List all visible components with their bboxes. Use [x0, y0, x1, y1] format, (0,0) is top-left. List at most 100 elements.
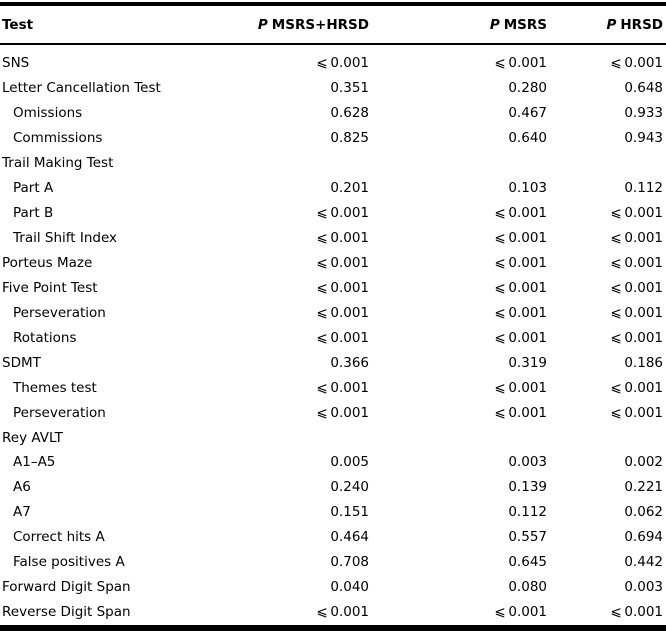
column-header-p-hrsd: P HRSD — [550, 4, 666, 45]
row-label: Letter Cancellation Test — [2, 80, 161, 97]
p-value-cell: 0.112 — [508, 504, 547, 521]
p-value-cell — [222, 151, 372, 176]
p-value-cell: ⩽ 0.001 — [610, 230, 663, 247]
p-value-cell: 0.005 — [330, 454, 369, 471]
p-value-cell: 0.628 — [330, 105, 369, 122]
p-value-cell: 0.040 — [330, 579, 369, 596]
p-italic-label: P — [489, 16, 500, 33]
p-value-cell: ⩽ 0.001 — [316, 604, 369, 621]
table-row: Letter Cancellation Test 0.351 0.280 0.648 — [0, 76, 666, 101]
p-value-cell — [550, 151, 666, 176]
p-value-cell: ⩽ 0.001 — [494, 404, 547, 421]
table-row: Rey AVLT — [0, 425, 666, 450]
p-value-cell: 0.467 — [508, 105, 547, 122]
p-value-cell: 0.943 — [624, 130, 663, 147]
p-value-cell: 0.139 — [508, 479, 547, 496]
row-label: SNS — [2, 55, 30, 72]
row-label: Porteus Maze — [2, 254, 93, 271]
p-value-cell: 0.351 — [330, 80, 369, 97]
row-label: Rey AVLT — [2, 429, 63, 446]
p-value-cell: 0.186 — [624, 354, 663, 371]
p-value-cell: ⩽ 0.001 — [610, 304, 663, 321]
p-value-cell: 0.640 — [508, 130, 547, 147]
p-value-cell: ⩽ 0.001 — [494, 304, 547, 321]
table-row: Perseveration ⩽ 0.001 ⩽ 0.001 ⩽ 0.001 — [0, 300, 666, 325]
p-value-cell — [550, 425, 666, 450]
p-value-cell: ⩽ 0.001 — [494, 254, 547, 271]
table-row: Commissions 0.825 0.640 0.943 — [0, 126, 666, 151]
row-label: Commissions — [13, 130, 103, 147]
column-header-label: HRSD — [620, 16, 663, 33]
p-value-cell: 0.708 — [330, 554, 369, 571]
table-row: Five Point Test ⩽ 0.001 ⩽ 0.001 ⩽ 0.001 — [0, 275, 666, 300]
row-label: Part A — [13, 180, 54, 197]
p-value-cell: ⩽ 0.001 — [610, 55, 663, 72]
p-value-cell — [222, 425, 372, 450]
p-value-cell: 0.366 — [330, 354, 369, 371]
p-value-cell: ⩽ 0.001 — [316, 329, 369, 346]
p-value-cell: 0.062 — [624, 504, 663, 521]
p-value-cell: ⩽ 0.001 — [494, 205, 547, 222]
column-header-p-msrs: P MSRS — [372, 4, 550, 45]
table-row: Forward Digit Span 0.040 0.080 0.003 — [0, 575, 666, 600]
row-label: Trail Making Test — [2, 155, 114, 172]
p-value-cell: ⩽ 0.001 — [316, 55, 369, 72]
p-value-cell — [372, 151, 550, 176]
p-value-cell: 0.103 — [508, 180, 547, 197]
p-value-cell: 0.648 — [624, 80, 663, 97]
row-label: A6 — [13, 479, 31, 496]
p-value-cell: ⩽ 0.001 — [610, 254, 663, 271]
p-value-cell: ⩽ 0.001 — [610, 329, 663, 346]
row-label: Themes test — [13, 379, 97, 396]
table-row: Porteus Maze ⩽ 0.001 ⩽ 0.001 ⩽ 0.001 — [0, 251, 666, 276]
p-value-cell: ⩽ 0.001 — [494, 279, 547, 296]
table-row: Rotations ⩽ 0.001 ⩽ 0.001 ⩽ 0.001 — [0, 325, 666, 350]
header-row: Test P MSRS+HRSD P MSRS P HRSD — [0, 4, 666, 45]
table-row: Part B ⩽ 0.001 ⩽ 0.001 ⩽ 0.001 — [0, 201, 666, 226]
table-row: Part A 0.201 0.103 0.112 — [0, 176, 666, 201]
row-label: Forward Digit Span — [2, 579, 131, 596]
p-value-cell: 0.825 — [330, 130, 369, 147]
row-label: Reverse Digit Span — [2, 604, 131, 621]
table-row: SNS ⩽ 0.001 ⩽ 0.001 ⩽ 0.001 — [0, 44, 666, 76]
table-row: A6 0.240 0.139 0.221 — [0, 475, 666, 500]
row-label: SDMT — [2, 354, 41, 371]
p-value-cell: 0.151 — [330, 504, 369, 521]
p-italic-label: P — [257, 16, 268, 33]
p-value-cell: 0.464 — [330, 529, 369, 546]
table-row: A7 0.151 0.112 0.062 — [0, 500, 666, 525]
table-row: Themes test ⩽ 0.001 ⩽ 0.001 ⩽ 0.001 — [0, 375, 666, 400]
row-label: Perseveration — [13, 404, 106, 421]
p-value-cell: 0.694 — [624, 529, 663, 546]
p-value-cell: 0.442 — [624, 554, 663, 571]
column-header-test: Test — [0, 4, 222, 45]
column-header-label: MSRS — [503, 16, 547, 33]
p-value-cell: 0.003 — [624, 579, 663, 596]
p-value-cell: 0.002 — [624, 454, 663, 471]
p-value-cell: ⩽ 0.001 — [316, 205, 369, 222]
row-label: Five Point Test — [2, 279, 98, 296]
p-value-cell: ⩽ 0.001 — [610, 279, 663, 296]
p-value-cell: 0.003 — [508, 454, 547, 471]
p-value-cell: ⩽ 0.001 — [494, 379, 547, 396]
p-value-cell: ⩽ 0.001 — [316, 404, 369, 421]
table-row: Perseveration ⩽ 0.001 ⩽ 0.001 ⩽ 0.001 — [0, 400, 666, 425]
column-header-p-msrs-hrsd: P MSRS+HRSD — [222, 4, 372, 45]
p-value-cell: 0.080 — [508, 579, 547, 596]
table-body: SNS ⩽ 0.001 ⩽ 0.001 ⩽ 0.001 Letter Cancellat… — [0, 44, 666, 628]
p-value-cell: 0.221 — [624, 479, 663, 496]
p-value-cell: ⩽ 0.001 — [610, 379, 663, 396]
p-value-cell: 0.557 — [508, 529, 547, 546]
p-value-cell: ⩽ 0.001 — [316, 279, 369, 296]
table-header: Test P MSRS+HRSD P MSRS P HRSD — [0, 4, 666, 45]
table-row: Correct hits A 0.464 0.557 0.694 — [0, 525, 666, 550]
p-value-cell: 0.319 — [508, 354, 547, 371]
table-row: Trail Shift Index ⩽ 0.001 ⩽ 0.001 ⩽ 0.001 — [0, 226, 666, 251]
p-value-cell: ⩽ 0.001 — [494, 329, 547, 346]
row-label: Rotations — [13, 329, 77, 346]
p-value-cell: ⩽ 0.001 — [316, 379, 369, 396]
row-label: False positives A — [13, 554, 125, 571]
row-label: A1–A5 — [13, 454, 56, 471]
table-row: A1–A5 0.005 0.003 0.002 — [0, 450, 666, 475]
